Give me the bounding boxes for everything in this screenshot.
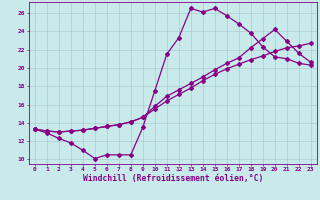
X-axis label: Windchill (Refroidissement éolien,°C): Windchill (Refroidissement éolien,°C): [83, 174, 263, 183]
